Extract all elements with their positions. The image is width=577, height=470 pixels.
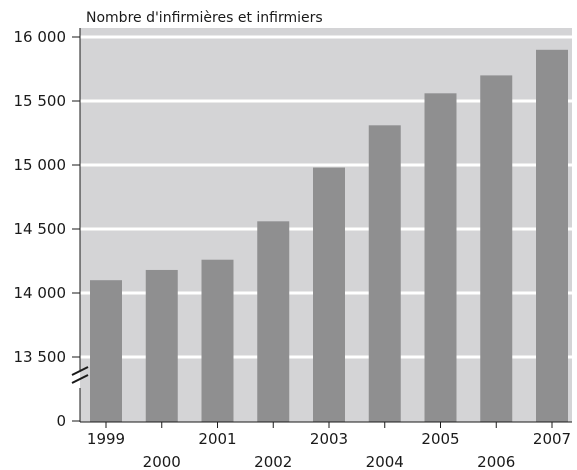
y-tick-label: 14 500 xyxy=(14,220,67,238)
bar-2003 xyxy=(313,167,345,422)
axis-break-mark xyxy=(71,366,89,384)
axis-break-slash xyxy=(71,374,89,384)
x-axis: 1999 2000 2001 2002 2003 2004 2005 2006 2007 xyxy=(80,421,572,470)
bar-2004 xyxy=(368,125,401,422)
bar-2005 xyxy=(424,93,457,422)
bar-2000 xyxy=(145,269,178,422)
bar-2006 xyxy=(480,75,513,423)
x-tick-label: 1999 xyxy=(87,430,125,448)
y-tick-label: 16 000 xyxy=(14,28,67,46)
x-tick-label: 2005 xyxy=(421,430,459,448)
x-tick-label: 2002 xyxy=(254,453,292,470)
y-tick-label: 13 500 xyxy=(14,348,67,366)
y-tick-label: 14 000 xyxy=(14,284,67,302)
bar-2002 xyxy=(257,221,290,422)
bar-2001 xyxy=(201,259,234,422)
bars xyxy=(90,49,568,423)
y-tick-label: 0 xyxy=(56,412,66,430)
axis-break-slash xyxy=(71,366,89,376)
chart-title: Nombre d'infirmières et infirmiers xyxy=(86,10,323,26)
x-tick-label: 2007 xyxy=(533,430,571,448)
y-axis: 16 000 15 500 15 000 14 500 14 000 13 500 0 xyxy=(14,28,81,430)
x-tick-label: 2001 xyxy=(198,430,236,448)
x-tick-label: 2004 xyxy=(366,453,404,470)
bar-1999 xyxy=(90,280,122,422)
y-tick-label: 15 500 xyxy=(14,92,67,110)
bar-2007 xyxy=(536,49,568,423)
x-tick-label: 2003 xyxy=(310,430,348,448)
y-tick-label: 15 000 xyxy=(14,156,67,174)
x-tick-label: 2006 xyxy=(477,453,515,470)
x-tick-label: 2000 xyxy=(143,453,181,470)
